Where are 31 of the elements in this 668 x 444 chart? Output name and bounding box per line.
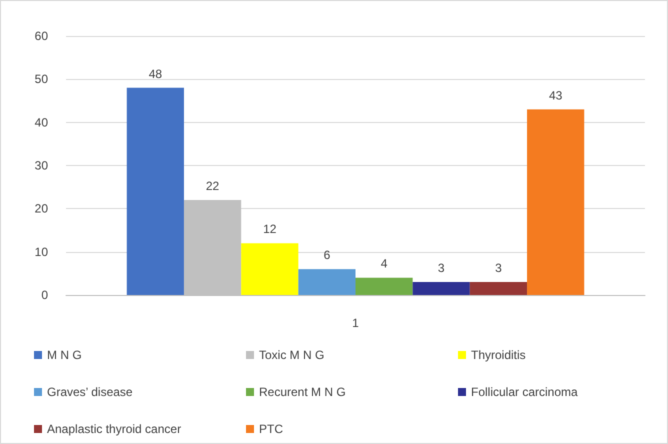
- y-tick-label: 10: [34, 244, 48, 259]
- data-label: 3: [495, 261, 502, 276]
- data-label: 4: [380, 256, 388, 271]
- y-tick-label: 20: [34, 202, 48, 216]
- legend-label: Thyroiditis: [471, 348, 526, 362]
- legend-label: PTC: [259, 422, 284, 436]
- legend-label: Toxic M N G: [259, 348, 324, 362]
- legend-label: Anaplastic thyroid cancer: [47, 422, 182, 436]
- y-tick-label: 0: [41, 288, 48, 302]
- legend-label: Graves’ disease: [47, 385, 133, 399]
- data-label: 22: [206, 179, 220, 194]
- bar: [356, 278, 413, 295]
- bar: [527, 109, 584, 295]
- bar: [412, 282, 470, 295]
- bar: [241, 243, 298, 295]
- bar: [298, 269, 356, 295]
- bar: [470, 282, 528, 295]
- y-tick-label: 60: [34, 29, 48, 43]
- data-label: 12: [263, 222, 277, 236]
- data-label: 43: [548, 88, 563, 102]
- x-tick-label: 1: [352, 316, 360, 330]
- legend-label: M N G: [47, 348, 82, 362]
- bar: [126, 88, 184, 295]
- legend-label: Recurent M N G: [259, 385, 346, 399]
- y-tick-label: 40: [34, 115, 48, 130]
- y-tick-label: 30: [34, 158, 48, 172]
- y-tick-label: 50: [34, 72, 48, 86]
- data-label: 6: [324, 248, 331, 262]
- data-label: 3: [438, 261, 445, 276]
- data-label: 48: [148, 66, 162, 81]
- legend-label: Follicular carcinoma: [471, 385, 578, 399]
